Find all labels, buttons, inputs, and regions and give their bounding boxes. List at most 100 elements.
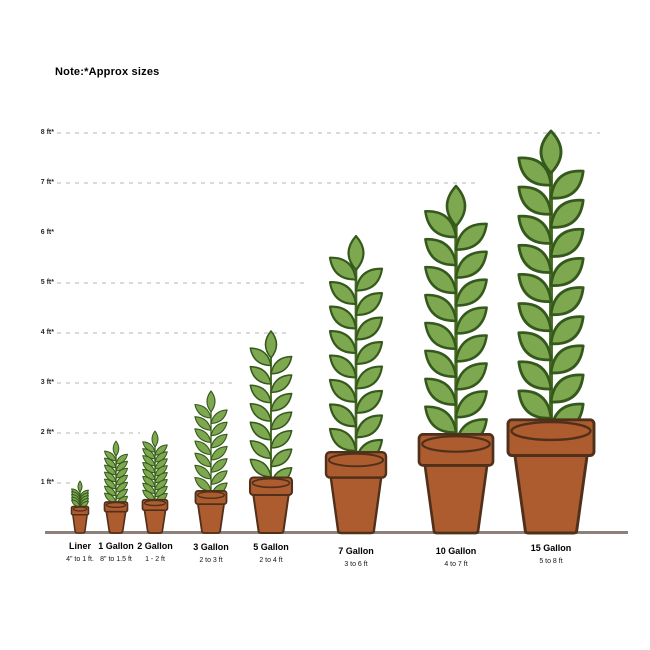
- leaf: [517, 331, 553, 362]
- leaf: [328, 378, 358, 403]
- pot-opening: [72, 506, 88, 512]
- category-name: 5 Gallon: [253, 542, 289, 552]
- leaf: [354, 340, 384, 365]
- potted-plant-5-gallon: [248, 330, 294, 535]
- leaf: [210, 433, 228, 449]
- ground-line: [45, 531, 628, 534]
- y-tick-label-5-ft-: 5 ft*: [40, 279, 54, 286]
- leaf: [424, 237, 458, 267]
- leaf: [328, 354, 358, 379]
- leaf: [249, 421, 272, 441]
- leaf: [549, 198, 585, 229]
- y-tick-label-7-ft-: 7 ft*: [40, 179, 54, 186]
- leaf: [549, 315, 585, 346]
- category-name: 7 Gallon: [338, 546, 374, 556]
- leaf: [445, 184, 467, 228]
- leaf: [270, 429, 293, 449]
- leaf: [249, 440, 272, 459]
- category-label-7-gallon: 7 Gallon 3 to 6 ft: [301, 546, 411, 568]
- potted-plant-1-gallon: [103, 440, 129, 534]
- pot-opening: [196, 491, 226, 499]
- leaf: [270, 411, 293, 431]
- leaf: [77, 480, 83, 493]
- pot-opening: [421, 435, 491, 453]
- category-label-3-gallon: 3 Gallon 2 to 3 ft: [156, 542, 266, 564]
- leaf: [328, 329, 358, 354]
- leaf: [424, 349, 458, 378]
- leaf: [354, 292, 384, 317]
- leaf: [517, 360, 553, 391]
- leaf: [328, 427, 358, 452]
- category-name: Liner: [68, 541, 91, 551]
- category-label-5-gallon: 5 Gallon 2 to 4 ft: [216, 542, 326, 564]
- leaf: [194, 440, 212, 456]
- leaf: [249, 402, 272, 422]
- category-size-range: 2 to 3 ft: [199, 557, 223, 564]
- leaf: [210, 421, 228, 437]
- leaf: [354, 389, 384, 414]
- leaf: [151, 430, 159, 448]
- potted-plant-3-gallon: [194, 390, 228, 534]
- leaf: [354, 414, 384, 439]
- y-tick-label-4-ft-: 4 ft*: [40, 329, 54, 336]
- leaf: [328, 403, 358, 428]
- leaf: [194, 416, 212, 431]
- leaf: [328, 256, 358, 281]
- leaf: [424, 321, 458, 350]
- category-size-range: 5 to 8 ft: [539, 558, 563, 565]
- category-label-liner: Liner 4" to 1 ft.: [25, 541, 135, 563]
- pot-opening: [251, 477, 291, 489]
- leaf: [549, 169, 585, 200]
- pot-opening: [510, 420, 592, 442]
- category-size-range: 2 to 4 ft: [259, 557, 283, 564]
- category-size-range: 4 to 7 ft: [444, 561, 468, 568]
- leaf: [454, 278, 488, 307]
- leaf: [539, 129, 563, 175]
- leaf: [328, 305, 358, 330]
- leaf: [454, 390, 488, 419]
- leaf: [194, 452, 212, 468]
- leaf: [249, 365, 272, 385]
- pot-body: [72, 513, 88, 534]
- leaf: [210, 458, 228, 473]
- leaf: [194, 464, 212, 480]
- leaf: [249, 384, 272, 404]
- category-label-2-gallon: 2 Gallon 1 - 2 ft: [100, 541, 210, 563]
- pot-body: [252, 493, 290, 535]
- pot-body: [513, 454, 589, 535]
- category-label-15-gallon: 15 Gallon 5 to 8 ft: [496, 543, 606, 565]
- leaf: [454, 222, 488, 251]
- category-size-range: 1 - 2 ft: [145, 556, 165, 563]
- leaf: [249, 458, 272, 478]
- potted-plant-15-gallon: [506, 129, 596, 535]
- pot-body: [423, 464, 489, 535]
- pot-body: [143, 509, 167, 534]
- pot-body: [197, 503, 225, 534]
- category-label-10-gallon: 10 Gallon 4 to 7 ft: [401, 546, 511, 568]
- leaf: [210, 409, 228, 425]
- category-size-range: 8" to 1.5 ft: [100, 556, 132, 563]
- category-name: 15 Gallon: [530, 543, 572, 553]
- pot-body: [329, 476, 383, 535]
- leaf: [517, 243, 553, 274]
- leaf: [112, 440, 120, 457]
- leaf: [424, 210, 458, 239]
- potted-plant-liner: [70, 480, 90, 534]
- leaf: [194, 428, 212, 443]
- category-name: 3 Gallon: [193, 542, 229, 552]
- category-name: 1 Gallon: [98, 541, 134, 551]
- pot-opening: [327, 452, 385, 468]
- leaf: [454, 362, 488, 391]
- potted-plant-2-gallon: [141, 430, 169, 534]
- leaf: [206, 390, 216, 413]
- leaf: [210, 445, 228, 461]
- leaf: [517, 185, 553, 216]
- leaf: [249, 347, 272, 367]
- category-size-range: 4" to 1 ft.: [66, 556, 94, 563]
- y-tick-label-3-ft-: 3 ft*: [40, 379, 54, 386]
- leaf: [270, 448, 293, 468]
- leaf: [517, 214, 553, 245]
- leaf: [424, 405, 458, 434]
